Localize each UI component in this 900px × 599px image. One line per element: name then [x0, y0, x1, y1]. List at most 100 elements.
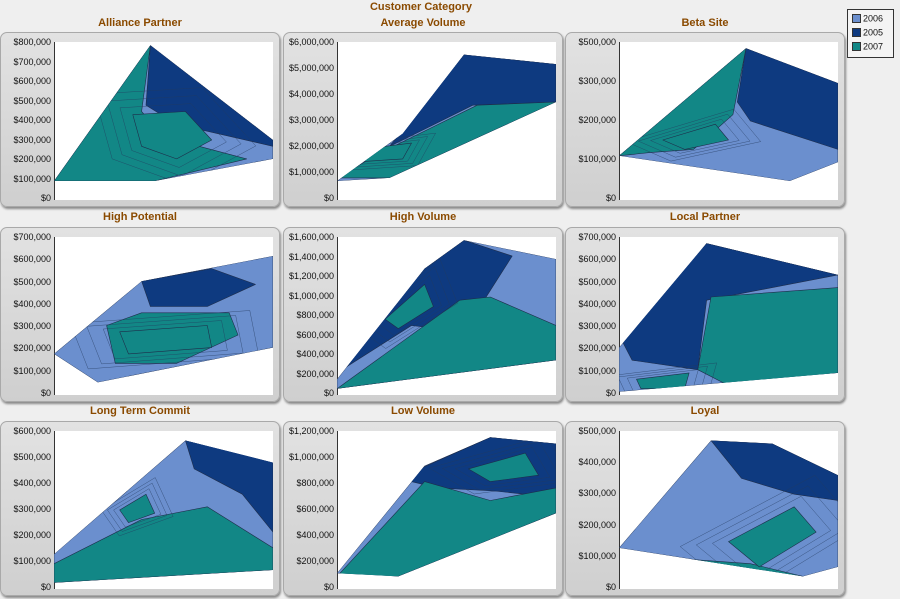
region-2007 [54, 506, 273, 583]
region-2007 [697, 287, 838, 386]
y-tick-label: $1,000,000 [288, 452, 334, 462]
contour-line [119, 103, 227, 168]
y-tick-label: $400,000 [296, 530, 334, 540]
region-2007-core [119, 493, 155, 523]
panel-title-high-volume: High Volume [389, 211, 457, 223]
contour-line [100, 477, 174, 537]
panel-title-alliance-partner: Alliance Partner [98, 17, 182, 29]
contour-surface-alliance-partner [54, 45, 273, 182]
region-2005 [389, 54, 556, 147]
y-tick-label: $100,000 [13, 173, 51, 184]
y-tick-label: $0 [323, 582, 334, 592]
y-tick-label: $0 [323, 388, 334, 398]
contour-line [102, 320, 228, 360]
y-tick-label: $500,000 [13, 452, 51, 462]
y-tick-label: $200,000 [296, 368, 334, 379]
y-axis-beta-site [619, 42, 620, 200]
y-tick-label: $100,000 [13, 556, 51, 566]
y-tick-label: $1,400,000 [288, 251, 334, 262]
chart-suptitle: Customer Category [369, 1, 473, 13]
contour-surface-low-volume [337, 437, 556, 577]
contour-line [649, 118, 740, 154]
contour-surface-long-term-commit [54, 440, 273, 583]
y-tick-label: $0 [40, 582, 51, 592]
y-tick-label: $400,000 [296, 349, 334, 359]
contour-line [454, 447, 551, 486]
contour-surface-beta-site [619, 48, 838, 181]
region-2005 [710, 440, 838, 501]
y-tick-label: $700,000 [13, 56, 51, 67]
y-axis-alliance-partner [54, 42, 55, 200]
y-tick-label: $100,000 [578, 550, 616, 561]
legend-item-2007: 2007 [852, 41, 883, 52]
y-tick-label: $200,000 [578, 343, 616, 354]
y-tick-label: $100,000 [13, 365, 51, 376]
y-tick-label: $500,000 [578, 37, 616, 47]
legend-item-2006: 2006 [852, 13, 883, 24]
contour-line [376, 275, 442, 336]
y-tick-label: $300,000 [578, 321, 616, 332]
y-tick-label: $600,000 [13, 76, 51, 86]
y-axis-low-volume [337, 431, 338, 589]
y-axis-local-partner [619, 237, 620, 395]
y-tick-label: $600,000 [578, 254, 616, 265]
contour-line [113, 488, 162, 528]
y-tick-label: $2,000,000 [288, 141, 334, 151]
contour-line [619, 362, 718, 392]
y-tick-label: $300,000 [578, 488, 616, 499]
y-tick-label: $100,000 [578, 154, 616, 164]
y-tick-label: $500,000 [13, 276, 51, 287]
legend-label-2007: 2007 [863, 41, 884, 52]
y-tick-label: $500,000 [578, 426, 616, 436]
y-tick-label: $200,000 [13, 154, 51, 164]
y-tick-label: $1,200,000 [288, 271, 334, 281]
y-tick-label: $300,000 [13, 134, 51, 145]
legend: 2006 2005 2007 [847, 9, 894, 58]
y-tick-label: $3,000,000 [288, 115, 334, 125]
y-tick-label: $200,000 [13, 530, 51, 540]
region-2005 [619, 243, 838, 370]
contour-line [619, 365, 708, 392]
y-tick-label: $800,000 [296, 478, 334, 488]
contour-line [625, 108, 762, 162]
contour-line [106, 95, 242, 177]
region-2005 [141, 268, 256, 307]
contour-surface-high-volume [337, 240, 556, 389]
y-tick-label: $400,000 [578, 457, 616, 468]
region-2007-core [132, 111, 212, 160]
y-tick-label: $6,000,000 [288, 37, 334, 47]
y-tick-label: $200,000 [578, 519, 616, 530]
y-tick-label: $800,000 [13, 37, 51, 47]
y-axis-loyal [619, 431, 620, 589]
y-tick-label: $100,000 [578, 365, 616, 376]
region-2007 [337, 481, 556, 577]
y-tick-label: $600,000 [296, 329, 334, 340]
contour-line [637, 113, 751, 158]
y-tick-label: $600,000 [13, 254, 51, 265]
y-tick-label: $1,600,000 [288, 232, 334, 242]
legend-label-2006: 2006 [863, 13, 884, 24]
panel-title-local-partner: Local Partner [669, 211, 741, 223]
y-tick-label: $600,000 [296, 504, 334, 514]
y-axis-high-volume [337, 237, 338, 395]
panel-title-low-volume: Low Volume [391, 405, 455, 417]
y-tick-label: $600,000 [13, 426, 51, 436]
y-tick-label: $800,000 [296, 310, 334, 320]
contour-line [93, 87, 257, 182]
contour-surface-average-volume [337, 54, 556, 182]
contour-line [86, 315, 244, 365]
contour-line [367, 266, 450, 343]
legend-label-2005: 2005 [863, 27, 884, 38]
y-tick-label: $1,000,000 [288, 290, 334, 301]
y-tick-label: $300,000 [13, 321, 51, 332]
panel-title-average-volume: Average Volume [380, 17, 466, 29]
contour-surface-local-partner [619, 243, 838, 392]
region-2007-core [728, 506, 817, 568]
y-tick-label: $5,000,000 [288, 63, 334, 73]
contour-line [679, 474, 838, 577]
contour-surface-loyal [619, 440, 838, 577]
panel-title-high-potential: High Potential [103, 211, 177, 223]
contour-line [711, 495, 832, 577]
region-2007-core [384, 284, 434, 329]
contour-surface-high-potential [54, 256, 273, 383]
